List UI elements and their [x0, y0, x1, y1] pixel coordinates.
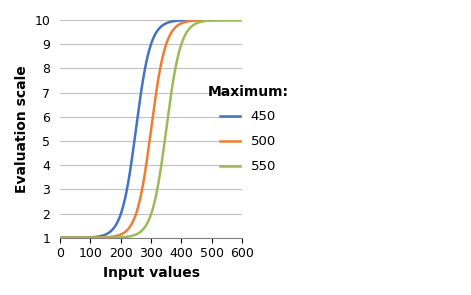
550 [234, 18, 240, 22]
500 [239, 18, 245, 22]
500 [66, 236, 72, 240]
450 [146, 50, 152, 54]
550 [146, 219, 152, 222]
Line: 500: 500 [60, 20, 242, 238]
Legend: 450, 500, 550: 450, 500, 550 [202, 79, 294, 178]
500 [201, 18, 206, 22]
450 [57, 236, 63, 240]
550 [141, 227, 146, 230]
Line: 450: 450 [60, 20, 242, 238]
550 [201, 19, 206, 23]
450 [66, 236, 72, 240]
500 [57, 236, 63, 240]
450 [141, 73, 146, 77]
550 [66, 236, 72, 240]
450 [234, 18, 240, 22]
550 [239, 18, 245, 22]
500 [234, 18, 240, 22]
500 [146, 146, 152, 149]
Y-axis label: Evaluation scale: Evaluation scale [15, 65, 29, 193]
500 [141, 178, 146, 181]
500 [234, 18, 240, 22]
450 [234, 18, 240, 22]
X-axis label: Input values: Input values [103, 266, 200, 280]
Line: 550: 550 [60, 20, 242, 238]
450 [239, 18, 245, 22]
550 [57, 236, 63, 240]
550 [234, 18, 240, 22]
450 [201, 18, 206, 22]
